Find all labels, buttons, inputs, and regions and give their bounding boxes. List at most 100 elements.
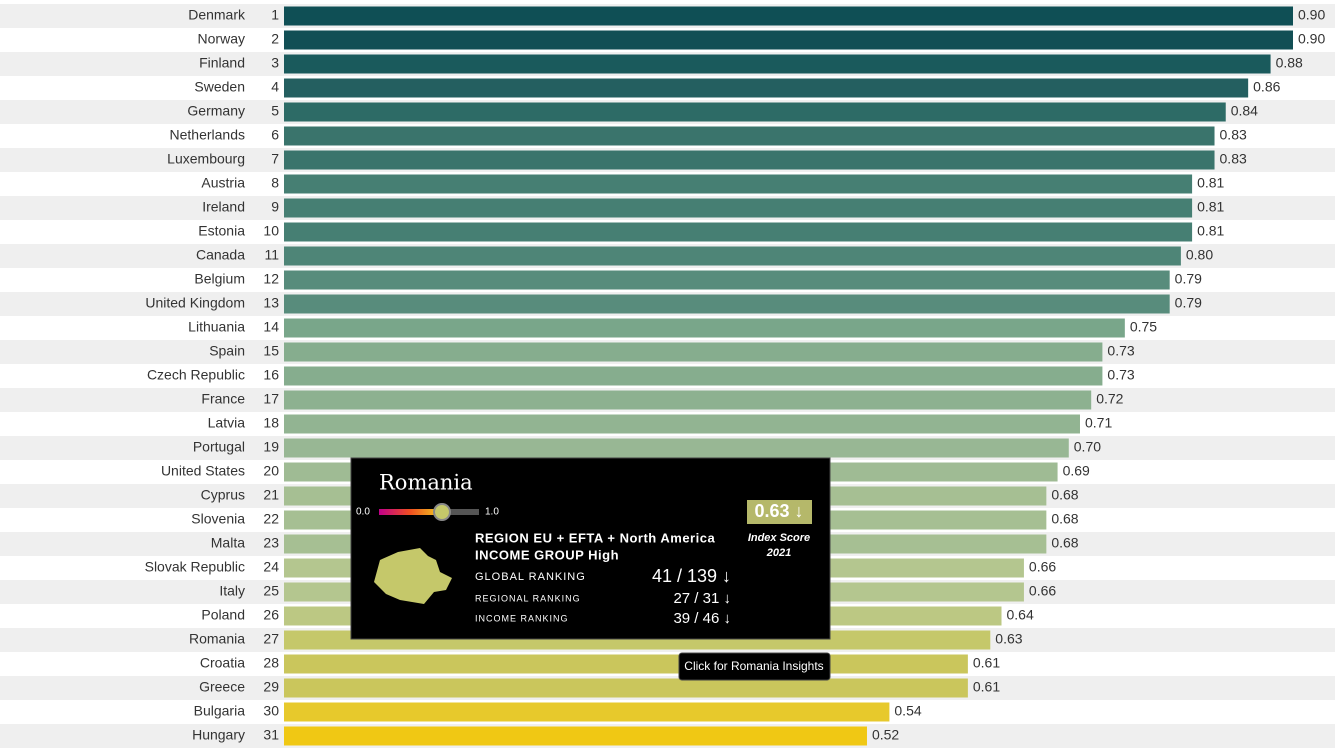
bar[interactable] — [284, 150, 1215, 170]
value-label: 0.81 — [1197, 223, 1224, 239]
scale-knob — [433, 503, 451, 521]
rank-label: 7 — [271, 151, 279, 167]
bar[interactable] — [284, 366, 1103, 386]
country-label: Greece — [199, 679, 245, 695]
scale-min: 0.0 — [356, 507, 370, 518]
country-label: Slovak Republic — [145, 559, 245, 575]
value-label: 0.83 — [1220, 127, 1247, 143]
value-label: 0.68 — [1051, 487, 1078, 503]
country-label: Czech Republic — [147, 367, 245, 383]
rank-label: 28 — [263, 655, 279, 671]
rank-label: 29 — [263, 679, 279, 695]
bar[interactable] — [284, 174, 1193, 194]
rank-label: 9 — [271, 199, 279, 215]
country-label: Austria — [201, 175, 245, 191]
bar[interactable] — [284, 318, 1125, 338]
rank-label: 27 — [263, 631, 279, 647]
hint-box[interactable] — [678, 652, 831, 681]
country-label: Sweden — [194, 79, 245, 95]
country-map — [374, 548, 452, 604]
rank-label: 18 — [263, 415, 279, 431]
rank-label: 31 — [263, 727, 279, 743]
scale-max: 1.0 — [485, 507, 499, 518]
country-label: Slovenia — [191, 511, 245, 527]
bar[interactable] — [284, 78, 1249, 98]
bar[interactable] — [284, 342, 1103, 362]
bar[interactable] — [284, 198, 1193, 218]
rank-label: 10 — [263, 223, 279, 239]
country-label: Romania — [189, 631, 245, 647]
rank-label: 30 — [263, 703, 279, 719]
country-label: Bulgaria — [194, 703, 246, 719]
bar[interactable] — [284, 6, 1293, 26]
rank-label: 22 — [263, 511, 279, 527]
bar[interactable] — [284, 390, 1092, 410]
value-label: 0.71 — [1085, 415, 1112, 431]
global-value: 41 / 139 ↓ — [652, 566, 731, 586]
rank-label: 14 — [263, 319, 279, 335]
rank-label: 3 — [271, 55, 279, 71]
score-caption: Index Score — [748, 532, 810, 544]
country-label: France — [201, 391, 245, 407]
income-label: INCOME RANKING — [475, 613, 569, 623]
value-label: 0.75 — [1130, 319, 1157, 335]
rank-label: 25 — [263, 583, 279, 599]
country-label: Lithuania — [188, 319, 245, 335]
country-label: Malta — [211, 535, 245, 551]
country-label: Cyprus — [201, 487, 245, 503]
bar[interactable] — [284, 294, 1170, 314]
hint[interactable]: Click for Romania Insights — [684, 659, 823, 673]
bar[interactable] — [284, 102, 1226, 122]
value-label: 0.84 — [1231, 103, 1258, 119]
regional-value: 27 / 31 ↓ — [673, 590, 731, 607]
country-label: Luxembourg — [167, 151, 245, 167]
bar[interactable] — [284, 654, 968, 674]
tooltip-title: Romania — [379, 471, 473, 495]
bar[interactable] — [284, 438, 1069, 458]
value-label: 0.86 — [1253, 79, 1280, 95]
score-label: 0.63 ↓ — [754, 501, 803, 521]
bar[interactable] — [284, 678, 968, 698]
bar[interactable] — [284, 30, 1293, 50]
value-label: 0.73 — [1107, 343, 1134, 359]
rank-label: 15 — [263, 343, 279, 359]
value-label: 0.88 — [1276, 55, 1303, 71]
bar[interactable] — [284, 54, 1271, 74]
value-label: 0.54 — [894, 703, 921, 719]
bar[interactable] — [284, 270, 1170, 290]
value-label: 0.63 — [995, 631, 1022, 647]
country-label: Netherlands — [170, 127, 246, 143]
country-label: Ireland — [202, 199, 245, 215]
score-year: 2021 — [766, 547, 791, 559]
rank-label: 2 — [271, 31, 279, 47]
rank-label: 16 — [263, 367, 279, 383]
bar[interactable] — [284, 246, 1181, 266]
income-group: INCOME GROUP High — [475, 547, 619, 562]
country-label: Estonia — [198, 223, 245, 239]
bar[interactable] — [284, 222, 1193, 242]
bar[interactable] — [284, 726, 867, 746]
value-label: 0.52 — [872, 727, 899, 743]
rank-label: 26 — [263, 607, 279, 623]
rank-label: 23 — [263, 535, 279, 551]
country-label: Hungary — [192, 727, 245, 743]
bar[interactable] — [284, 702, 890, 722]
country-label: Poland — [201, 607, 245, 623]
country-label: Portugal — [193, 439, 245, 455]
global-label: GLOBAL RANKING — [475, 571, 586, 583]
rank-label: 19 — [263, 439, 279, 455]
rank-label: 5 — [271, 103, 279, 119]
bar[interactable] — [284, 414, 1080, 434]
country-label: Denmark — [188, 7, 246, 23]
bar[interactable] — [284, 126, 1215, 146]
value-label: 0.80 — [1186, 247, 1213, 263]
rank-label: 1 — [271, 7, 279, 23]
country-label: Canada — [196, 247, 245, 263]
value-label: 0.79 — [1175, 295, 1202, 311]
value-label: 0.68 — [1051, 535, 1078, 551]
value-label: 0.69 — [1063, 463, 1090, 479]
rank-label: 12 — [263, 271, 279, 287]
value-label: 0.81 — [1197, 199, 1224, 215]
